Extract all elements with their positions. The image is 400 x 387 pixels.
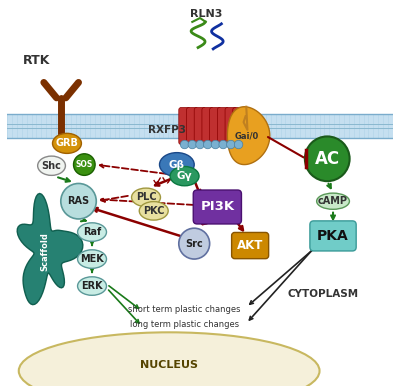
Ellipse shape [19,332,320,387]
Text: RAS: RAS [68,196,90,206]
Ellipse shape [170,166,199,186]
Text: Scaffold: Scaffold [40,232,50,271]
Text: NUCLEUS: NUCLEUS [140,360,198,370]
Text: Gai/0: Gai/0 [234,131,258,140]
FancyBboxPatch shape [193,190,242,224]
FancyBboxPatch shape [186,108,198,144]
Ellipse shape [160,152,194,176]
FancyBboxPatch shape [310,221,356,251]
Text: AC: AC [315,150,340,168]
Circle shape [204,140,212,149]
Polygon shape [17,194,83,305]
Circle shape [234,140,243,149]
Text: CYTOPLASM: CYTOPLASM [288,289,359,299]
FancyBboxPatch shape [194,108,206,144]
Circle shape [180,140,189,149]
Ellipse shape [139,202,168,220]
Text: ERK: ERK [81,281,103,291]
Ellipse shape [38,156,66,175]
Text: RXFP3: RXFP3 [148,125,186,135]
Circle shape [305,137,350,181]
FancyBboxPatch shape [179,108,190,144]
FancyBboxPatch shape [232,233,269,259]
Ellipse shape [78,277,106,295]
Circle shape [179,228,210,259]
Text: RLN3: RLN3 [190,9,222,19]
FancyBboxPatch shape [210,108,221,144]
Text: Src: Src [185,239,203,248]
Text: long term plastic changes: long term plastic changes [130,320,239,329]
Circle shape [219,140,227,149]
Text: Shc: Shc [42,161,62,171]
Ellipse shape [317,193,350,209]
Ellipse shape [78,223,106,241]
Circle shape [61,183,96,219]
Text: SOS: SOS [76,160,93,169]
FancyBboxPatch shape [202,108,214,144]
Polygon shape [227,107,270,164]
Text: RTK: RTK [22,54,50,67]
FancyBboxPatch shape [217,108,229,144]
Text: AKT: AKT [237,239,263,252]
Text: PI3K: PI3K [200,200,234,214]
Text: GRB: GRB [56,139,78,148]
Circle shape [188,140,196,149]
Circle shape [211,140,220,149]
Circle shape [196,140,204,149]
Ellipse shape [132,188,160,207]
Bar [7,115,393,138]
Circle shape [227,140,235,149]
Text: Gβ: Gβ [169,159,185,170]
Ellipse shape [78,250,106,268]
Text: cAMP: cAMP [318,196,348,206]
Circle shape [74,154,95,175]
FancyBboxPatch shape [233,108,244,144]
Text: PKA: PKA [317,229,349,243]
Ellipse shape [52,134,82,153]
Text: Gγ: Gγ [177,171,192,181]
Text: short term plastic changes: short term plastic changes [128,305,241,314]
Text: Raf: Raf [83,227,101,237]
Text: MEK: MEK [80,254,104,264]
FancyBboxPatch shape [225,108,237,144]
Text: PKC: PKC [143,206,164,216]
Text: PLC: PLC [136,192,156,202]
